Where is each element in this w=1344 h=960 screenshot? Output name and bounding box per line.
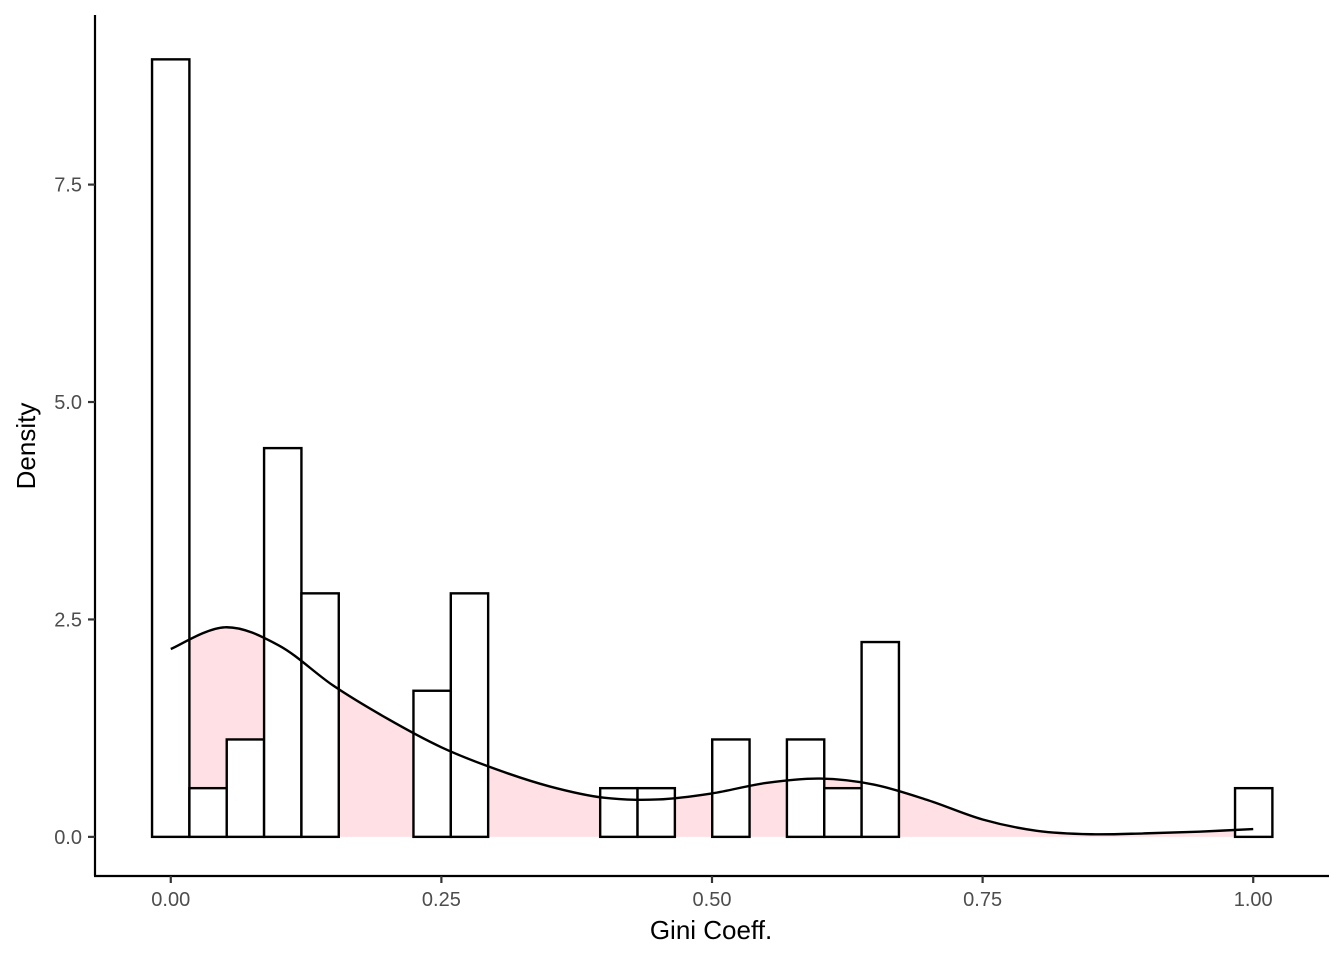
x-tick-label: 0.75 xyxy=(963,889,1002,911)
histogram-bar xyxy=(262,446,303,839)
y-tick-label: 7.5 xyxy=(54,175,82,197)
histogram-bar xyxy=(412,689,453,839)
histogram-bar xyxy=(150,58,191,839)
histogram-bar xyxy=(711,738,751,839)
y-tick-label: 0.0 xyxy=(54,827,82,849)
histogram-bar xyxy=(300,592,340,839)
x-axis-title: Gini Coeff. xyxy=(650,915,772,945)
y-tick-label: 5.0 xyxy=(54,392,82,414)
histogram-bar xyxy=(225,738,266,839)
histogram-bar xyxy=(636,786,677,839)
y-axis-ticks: 0.0 2.5 5.0 7.5 xyxy=(54,175,95,849)
histogram-bar xyxy=(860,640,901,839)
x-tick-label: 0.25 xyxy=(422,889,461,911)
x-axis-ticks: 0.00 0.25 0.50 0.75 1.00 xyxy=(151,876,1273,911)
histogram-bar xyxy=(598,786,639,839)
histogram-bar xyxy=(188,786,228,839)
x-tick-label: 0.00 xyxy=(151,889,190,911)
histogram-bars xyxy=(150,58,1274,839)
density-curve xyxy=(170,626,1254,836)
histogram-bar xyxy=(823,786,863,839)
y-tick-label: 2.5 xyxy=(54,609,82,631)
histogram-bar xyxy=(785,738,826,839)
y-axis-title: Density xyxy=(11,403,41,490)
x-tick-label: 0.50 xyxy=(693,889,732,911)
x-tick-label: 1.00 xyxy=(1234,889,1273,911)
histogram-bar xyxy=(449,592,490,839)
density-overlay xyxy=(170,626,1254,836)
